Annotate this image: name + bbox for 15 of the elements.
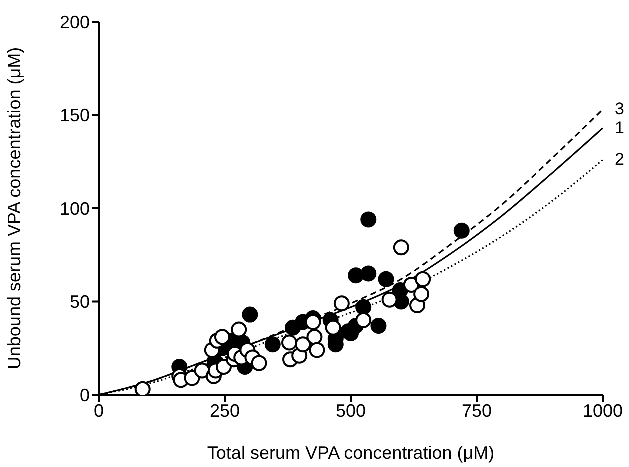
- y-tick-label: 150: [60, 106, 90, 126]
- series-label: 2: [615, 150, 624, 170]
- y-tick-label: 50: [70, 292, 90, 312]
- series-label: 1: [615, 118, 624, 138]
- x-tick-label: 1000: [582, 400, 624, 421]
- x-tick-label: 500: [336, 400, 366, 421]
- x-tick-label: 0: [94, 400, 104, 421]
- y-tick-label: 0: [80, 385, 90, 406]
- x-axis-title: Total serum VPA concentration (μM): [207, 443, 495, 463]
- series-label: 3: [615, 100, 624, 119]
- y-axis-title: Unbound serum VPA concentration (μM): [4, 47, 24, 370]
- x-tick-label: 750: [462, 400, 492, 421]
- y-tick-label: 100: [60, 198, 90, 219]
- x-tick-label: 250: [210, 400, 240, 421]
- y-tick-label: 200: [60, 12, 90, 32]
